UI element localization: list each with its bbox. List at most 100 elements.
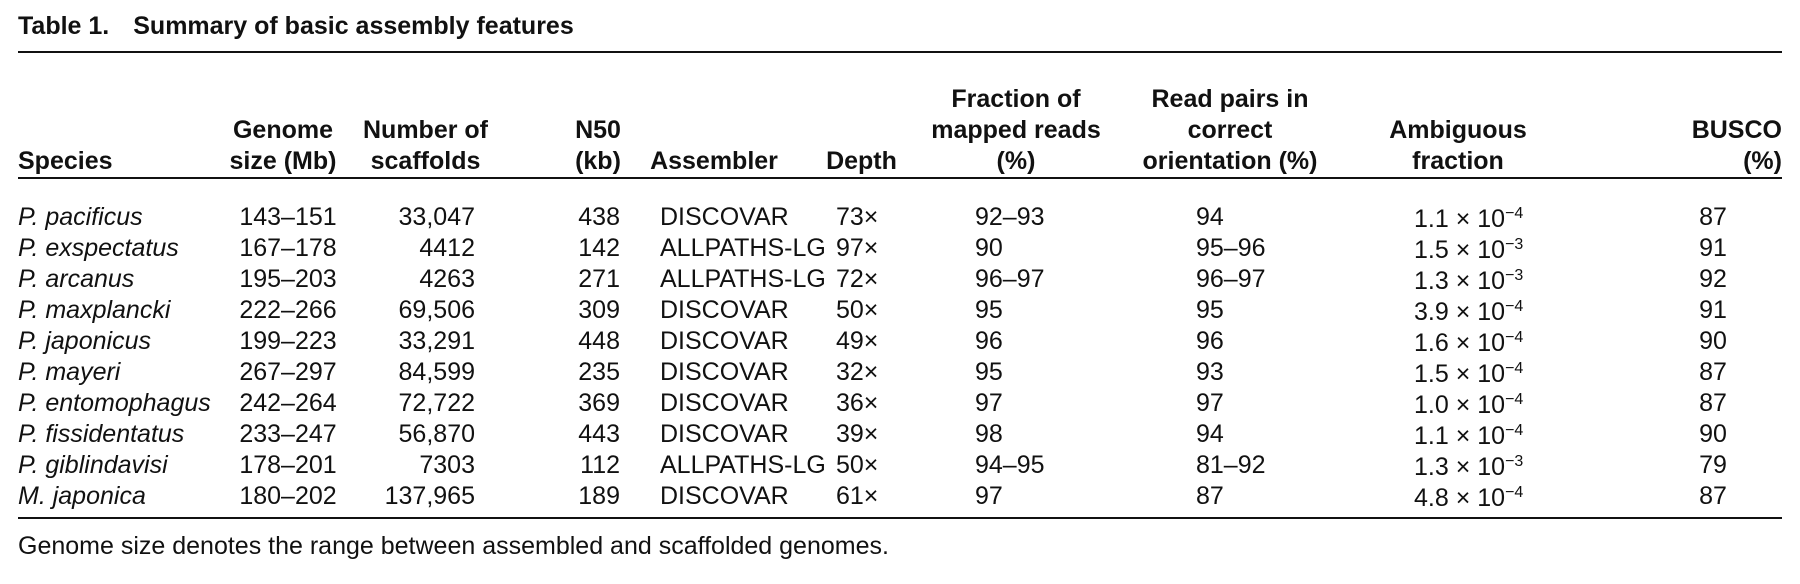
- header-line: Read pairs in: [1151, 85, 1309, 113]
- table-row: P. giblindavisi 178–201 7303 112 ALLPATHS-LG…: [18, 449, 1782, 481]
- header-line: BUSCO: [1691, 116, 1782, 144]
- cell-n50: 438: [578, 202, 620, 231]
- cell-scaffolds: 33,291: [398, 326, 475, 355]
- cell-scaffolds: 7303: [419, 450, 475, 479]
- header-line: Genome: [232, 116, 334, 144]
- cell-orientation: 96–97: [1196, 264, 1266, 293]
- header-line: (kb): [575, 147, 621, 175]
- cell-species: P. exspectatus: [18, 233, 179, 262]
- table-row: P. exspectatus 167–178 4412 142 ALLPATHS-LG 9…: [18, 232, 1782, 264]
- cell-busco: 90: [1699, 326, 1727, 355]
- ambiguous-exponent: −4: [1505, 360, 1524, 377]
- ambiguous-mantissa: 4.8: [1414, 484, 1449, 512]
- cell-scaffolds: 4412: [419, 233, 475, 262]
- cell-orientation: 94: [1196, 202, 1224, 231]
- header-ambiguous: Ambiguous fraction: [1346, 54, 1570, 189]
- ambiguous-multiplier: × 10: [1455, 298, 1506, 326]
- header-line: Species: [18, 147, 113, 175]
- header-line: orientation (%): [1142, 147, 1318, 175]
- ambiguous-multiplier: × 10: [1455, 205, 1506, 233]
- cell-n50: 369: [578, 388, 620, 417]
- cell-n50: 271: [578, 264, 620, 293]
- ambiguous-mantissa: 3.9: [1414, 298, 1449, 326]
- cell-busco: 87: [1699, 202, 1727, 231]
- table-row: P. entomophagus 242–264 72,722 369 DISCOVAR 3…: [18, 387, 1782, 419]
- ambiguous-exponent: −4: [1505, 422, 1524, 439]
- cell-assembler: DISCOVAR: [660, 357, 789, 386]
- ambiguous-exponent: −4: [1505, 205, 1524, 222]
- table-row: P. japonicus 199–223 33,291 448 DISCOVAR 49× 9…: [18, 325, 1782, 357]
- cell-orientation: 81–92: [1196, 450, 1266, 479]
- cell-assembler: DISCOVAR: [660, 388, 789, 417]
- cell-assembler: ALLPATHS-LG: [660, 450, 826, 479]
- cell-ambiguous: 1.3 × 10−3: [1346, 263, 1570, 294]
- table-row: P. pacificus 143–151 33,047 438 DISCOVAR 73× 9…: [18, 189, 1782, 233]
- header-row: Species Genome size (Mb) Number of scaffol…: [18, 54, 1782, 189]
- cell-depth: 39×: [836, 419, 879, 448]
- cell-n50: 189: [578, 481, 620, 510]
- ambiguous-multiplier: × 10: [1455, 453, 1506, 481]
- table-label: Table 1.: [18, 12, 110, 40]
- cell-scaffolds: 72,722: [398, 388, 475, 417]
- ambiguous-mantissa: 1.0: [1414, 391, 1449, 419]
- cell-assembler: ALLPATHS-LG: [660, 264, 826, 293]
- header-genome-size: Genome size (Mb): [218, 54, 348, 189]
- cell-ambiguous: 1.6 × 10−4: [1346, 325, 1570, 356]
- cell-orientation: 94: [1196, 419, 1224, 448]
- header-line: (%): [1743, 147, 1782, 175]
- ambiguous-exponent: −3: [1505, 453, 1524, 470]
- cell-genome-size: 178–201: [239, 450, 337, 479]
- ambiguous-multiplier: × 10: [1455, 391, 1506, 419]
- header-line: (%): [996, 147, 1036, 175]
- header-line: correct: [1187, 116, 1273, 144]
- ambiguous-exponent: −4: [1505, 329, 1524, 346]
- cell-n50: 112: [580, 450, 620, 479]
- cell-mapped-reads: 92–93: [975, 202, 1045, 231]
- bottom-rule: [18, 517, 1782, 519]
- cell-busco: 79: [1699, 450, 1727, 479]
- cell-depth: 50×: [836, 295, 879, 324]
- table-row: P. mayeri 267–297 84,599 235 DISCOVAR 32× 95 93…: [18, 356, 1782, 388]
- cell-mapped-reads: 95: [975, 357, 1003, 386]
- cell-genome-size: 233–247: [239, 419, 337, 448]
- header-line: Ambiguous: [1389, 116, 1527, 144]
- cell-n50: 443: [578, 419, 620, 448]
- cell-depth: 50×: [836, 450, 879, 479]
- cell-scaffolds: 4263: [419, 264, 475, 293]
- cell-genome-size: 195–203: [239, 264, 337, 293]
- cell-orientation: 96: [1196, 326, 1224, 355]
- cell-species: P. mayeri: [18, 357, 121, 386]
- cell-assembler: DISCOVAR: [660, 419, 789, 448]
- cell-ambiguous: 1.1 × 10−4: [1346, 189, 1570, 232]
- cell-busco: 92: [1699, 264, 1727, 293]
- cell-species: P. giblindavisi: [18, 450, 168, 479]
- cell-orientation: 95: [1196, 295, 1224, 324]
- cell-busco: 87: [1699, 357, 1727, 386]
- header-scaffolds: Number of scaffolds: [348, 54, 503, 189]
- table-title: Summary of basic assembly features: [133, 12, 574, 40]
- header-rule: [18, 177, 1782, 179]
- ambiguous-mantissa: 1.3: [1414, 453, 1449, 481]
- cell-scaffolds: 137,965: [384, 481, 475, 510]
- ambiguous-mantissa: 1.5: [1414, 360, 1449, 388]
- cell-busco: 91: [1699, 233, 1727, 262]
- header-line: scaffolds: [370, 147, 481, 175]
- ambiguous-mantissa: 1.5: [1414, 236, 1449, 264]
- cell-mapped-reads: 98: [975, 419, 1003, 448]
- cell-depth: 72×: [836, 264, 879, 293]
- cell-ambiguous: 4.8 × 10−4: [1346, 480, 1570, 511]
- cell-depth: 32×: [836, 357, 879, 386]
- cell-species: M. japonica: [18, 481, 146, 510]
- cell-orientation: 87: [1196, 481, 1224, 510]
- ambiguous-multiplier: × 10: [1455, 484, 1506, 512]
- ambiguous-mantissa: 1.3: [1414, 267, 1449, 295]
- cell-ambiguous: 1.5 × 10−3: [1346, 232, 1570, 263]
- ambiguous-multiplier: × 10: [1455, 267, 1506, 295]
- header-assembler: Assembler: [623, 54, 805, 189]
- table-row: P. fissidentatus 233–247 56,870 443 DISCOVAR…: [18, 418, 1782, 450]
- cell-depth: 49×: [836, 326, 879, 355]
- cell-genome-size: 167–178: [239, 233, 337, 262]
- cell-n50: 235: [578, 357, 620, 386]
- cell-depth: 36×: [836, 388, 879, 417]
